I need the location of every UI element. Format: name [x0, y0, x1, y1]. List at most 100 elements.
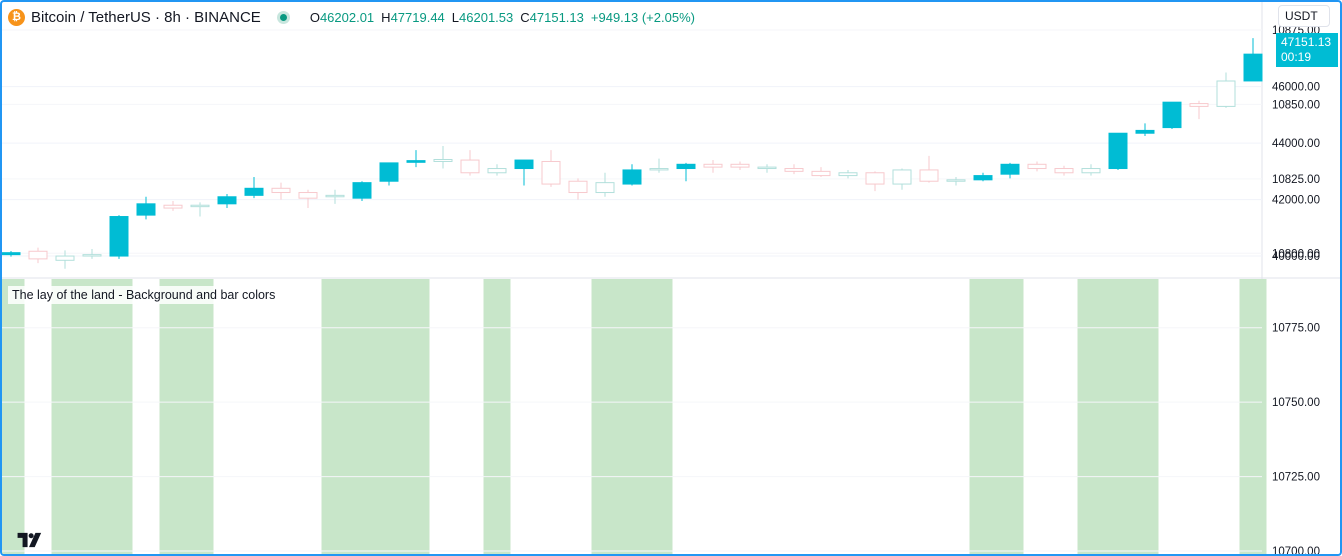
candle: [217, 196, 237, 205]
symbol-title[interactable]: Bitcoin / TetherUS · 8h · BINANCE: [31, 8, 261, 26]
indicator-axis-tick: 10700.00: [1272, 546, 1320, 554]
background-band: [483, 279, 511, 554]
background-band: [618, 279, 646, 554]
candle: [919, 169, 939, 182]
candle: [1081, 168, 1101, 174]
price-axis-tick: 42000.00: [1272, 195, 1320, 207]
candle: [676, 163, 696, 170]
background-band: [969, 279, 997, 554]
background-band: [2, 279, 25, 554]
candle: [1243, 53, 1263, 82]
background-band: [186, 279, 214, 554]
candle: [622, 169, 642, 185]
open-value: 46202.01: [319, 9, 375, 25]
close-label: C: [520, 9, 530, 25]
candle: [109, 216, 129, 257]
candle: [406, 160, 426, 163]
candle: [838, 172, 858, 177]
candle: [1189, 103, 1209, 107]
candle: [703, 163, 723, 168]
candle: [1216, 80, 1236, 107]
indicator-axis-tick: 10800.00: [1272, 248, 1320, 260]
background-band: [51, 279, 79, 554]
background-band: [78, 279, 106, 554]
candle: [1000, 163, 1020, 175]
candle: [460, 159, 480, 174]
candle: [1135, 129, 1155, 134]
indicator-title[interactable]: The lay of the land - Background and bar…: [8, 286, 280, 304]
background-band: [996, 279, 1024, 554]
candle: [244, 187, 264, 196]
low-label: L: [451, 9, 460, 25]
candle: [82, 254, 102, 257]
indicator-axis-tick: 10825.00: [1272, 174, 1320, 186]
price-axis-tick: 44000.00: [1272, 138, 1320, 150]
price-axis-tick: 40000.00: [1272, 251, 1320, 263]
background-band: [1104, 279, 1132, 554]
candle: [55, 255, 75, 261]
indicator-axis-tick: 10775.00: [1272, 323, 1320, 335]
candle: [298, 192, 318, 199]
background-band: [105, 279, 133, 554]
price-axis-tick: 46000.00: [1272, 82, 1320, 94]
bitcoin-icon: ₿: [8, 8, 25, 26]
candle: [541, 160, 561, 185]
background-band: [159, 279, 187, 554]
high-value: 47719.44: [390, 9, 445, 25]
currency-button[interactable]: USDT: [1278, 5, 1330, 27]
candle: [892, 169, 912, 185]
candle: [757, 166, 777, 170]
close-value: 47151.13: [529, 9, 584, 25]
tradingview-logo-icon[interactable]: [12, 530, 46, 550]
symbol-header: ₿ Bitcoin / TetherUS · 8h · BINANCE O462…: [8, 5, 695, 29]
indicator-axis-tick: 10750.00: [1272, 397, 1320, 409]
candle: [649, 168, 669, 171]
background-band: [1077, 279, 1105, 554]
indicator-axis-tick: 10725.00: [1272, 472, 1320, 484]
candle: [595, 182, 615, 194]
candle: [784, 168, 804, 172]
last-price-label: 47151.13 00:19: [1276, 33, 1338, 67]
background-band: [645, 279, 673, 554]
candle: [514, 159, 534, 170]
candle: [190, 204, 210, 208]
background-band: [1131, 279, 1159, 554]
low-value: 46201.53: [459, 9, 514, 25]
last-price-value: 47151.13: [1281, 35, 1332, 49]
candle: [1162, 101, 1182, 129]
candle: [487, 168, 507, 174]
candle: [136, 203, 156, 216]
bar-countdown: 00:19: [1281, 50, 1312, 64]
market-open-dot-icon: [276, 10, 290, 24]
candle: [2, 252, 21, 256]
candle: [811, 170, 831, 177]
candle: [379, 162, 399, 182]
candle: [946, 179, 966, 182]
candle: [163, 204, 183, 209]
background-band: [348, 279, 376, 554]
candle: [1054, 168, 1074, 174]
candle: [865, 172, 885, 185]
candle: [352, 182, 372, 199]
candle: [325, 194, 345, 198]
candle: [973, 175, 993, 181]
candle: [1108, 132, 1128, 170]
indicator-axis-tick: 10850.00: [1272, 99, 1320, 111]
background-band: [321, 279, 349, 554]
candle: [271, 187, 291, 194]
ohlc-values: O46202.01 H47719.44 L46201.53 C47151.13 …: [310, 10, 695, 25]
candle: [730, 163, 750, 168]
price-change: +949.13 (+2.05%): [590, 9, 695, 25]
open-label: O: [309, 9, 320, 25]
background-band: [1239, 279, 1267, 554]
background-band: [591, 279, 619, 554]
high-label: H: [381, 9, 391, 25]
candle: [28, 250, 48, 260]
candle: [1027, 163, 1047, 170]
background-band: [402, 279, 430, 554]
background-band: [375, 279, 403, 554]
candle: [433, 158, 453, 162]
candle: [568, 180, 588, 194]
